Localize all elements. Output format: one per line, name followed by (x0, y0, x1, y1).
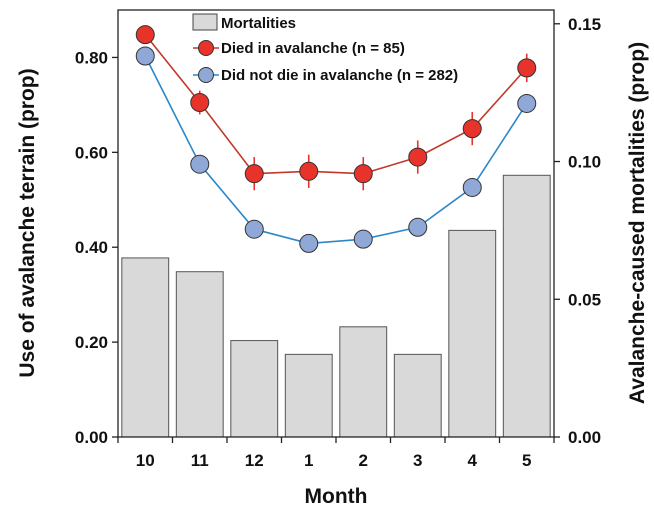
point-not-died-12 (244, 219, 264, 239)
bar-1 (284, 353, 333, 438)
x-tick-label: 11 (191, 451, 209, 470)
x-tick-label: 4 (468, 451, 478, 470)
point-not-died-10 (135, 46, 155, 66)
y-left-tick-label: 0.80 (75, 48, 108, 67)
point-not-died-5 (517, 93, 537, 113)
legend-marker-died (198, 40, 214, 56)
y-axis-title-left: Use of avalanche terrain (prop) (16, 68, 39, 377)
legend: Mortalities Died in avalanche (n = 85) D… (192, 13, 458, 84)
point-not-died-4 (462, 177, 482, 197)
y-right-tick-label: 0.15 (568, 15, 601, 34)
x-tick-label: 5 (522, 451, 531, 470)
point-died-3 (408, 147, 428, 167)
legend-label-not-died: Did not die in avalanche (n = 282) (221, 67, 458, 84)
y-axis-title-right: Avalanche-caused mortalities (prop) (626, 42, 649, 404)
point-not-died-1 (299, 233, 319, 253)
bar-11 (175, 271, 224, 438)
y-left-tick-label: 0.60 (75, 143, 108, 162)
point-died-4 (462, 119, 482, 139)
point-died-12 (244, 164, 264, 184)
bar-5 (502, 174, 551, 438)
y-left-tick-label: 0.00 (75, 428, 108, 447)
point-died-11 (190, 93, 210, 113)
point-not-died-11 (190, 154, 210, 174)
bar-10 (121, 257, 170, 438)
point-not-died-3 (408, 217, 428, 237)
point-not-died-2 (353, 229, 373, 249)
y-right-tick-label: 0.05 (568, 290, 601, 309)
x-tick-label: 10 (136, 451, 155, 470)
point-died-5 (517, 58, 537, 78)
bar-2 (339, 326, 388, 438)
bars-layer (121, 174, 551, 438)
series-layer (135, 25, 537, 253)
bar-12 (230, 340, 279, 438)
point-died-1 (299, 161, 319, 181)
legend-label-died: Died in avalanche (n = 85) (221, 40, 405, 57)
legend-swatch-mortalities (192, 13, 218, 31)
x-axis-title: Month (305, 485, 368, 507)
bar-3 (393, 353, 442, 438)
x-tick-label: 3 (413, 451, 422, 470)
point-died-2 (353, 164, 373, 184)
y-left-tick-label: 0.20 (75, 333, 108, 352)
legend-marker-not-died (198, 67, 214, 83)
x-tick-label: 2 (359, 451, 368, 470)
legend-label-mortalities: Mortalities (221, 15, 296, 32)
bar-4 (448, 229, 497, 438)
y-right-tick-label: 0.10 (568, 153, 601, 172)
x-tick-label: 1 (304, 451, 313, 470)
series-line-died (144, 34, 528, 175)
x-tick-label: 12 (245, 451, 264, 470)
y-left-tick-label: 0.40 (75, 238, 108, 257)
series-line-not-died (144, 55, 528, 245)
point-died-10 (135, 25, 155, 45)
y-right-tick-label: 0.00 (568, 428, 601, 447)
